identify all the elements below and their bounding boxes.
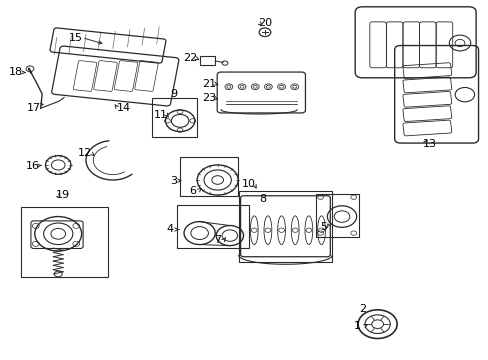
Text: 22: 22 [183, 53, 197, 63]
Bar [21, 207, 108, 277]
Text: 11: 11 [153, 110, 167, 120]
Bar [199, 56, 215, 64]
Text: 12: 12 [78, 148, 92, 158]
Text: 2: 2 [358, 304, 366, 314]
Bar [177, 205, 249, 248]
Text: 21: 21 [202, 79, 216, 89]
Text: 23: 23 [202, 93, 216, 103]
Text: 17: 17 [27, 103, 41, 113]
Text: 10: 10 [241, 179, 255, 189]
Bar [238, 191, 331, 262]
Bar [315, 194, 358, 237]
Text: 15: 15 [69, 33, 83, 42]
Text: 20: 20 [257, 18, 271, 28]
Text: 7: 7 [214, 235, 221, 245]
Text: 1: 1 [353, 321, 360, 331]
Text: 3: 3 [170, 176, 177, 186]
Bar [152, 98, 196, 137]
Bar [180, 157, 237, 196]
Text: 9: 9 [170, 89, 177, 99]
Text: 6: 6 [188, 186, 195, 196]
Text: 16: 16 [25, 161, 40, 171]
Text: 18: 18 [9, 67, 23, 77]
Text: 5: 5 [319, 222, 326, 232]
Text: 13: 13 [422, 139, 436, 149]
Text: 19: 19 [56, 190, 70, 200]
Text: 14: 14 [116, 103, 130, 113]
Text: 8: 8 [259, 194, 266, 204]
Text: 4: 4 [166, 225, 174, 234]
